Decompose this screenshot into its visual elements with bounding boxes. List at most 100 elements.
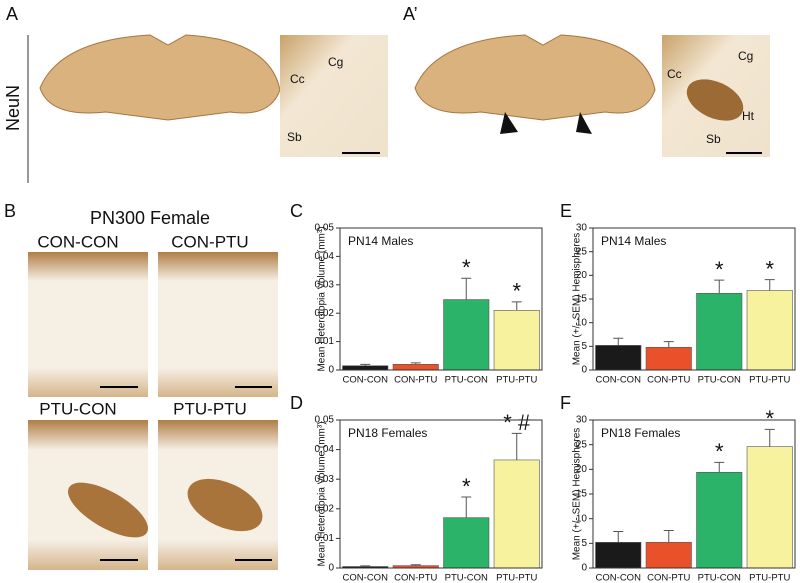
error-bar <box>410 362 421 365</box>
region-label: Cc <box>290 72 305 86</box>
y-tick-label: 0.03 <box>315 474 335 485</box>
error-bar <box>511 432 522 460</box>
significance-mark: * <box>765 256 774 281</box>
micrograph <box>158 252 278 397</box>
error-bar <box>360 363 371 366</box>
error-bar <box>613 530 624 543</box>
heterotopia <box>68 482 148 538</box>
y-tick-label: 0.04 <box>315 444 335 455</box>
x-tick-label: PTU-CON <box>445 375 488 386</box>
x-tick-label: PTU-PTU <box>496 375 537 386</box>
y-axis-label: Mean Heterotopia Volume (mm³) <box>317 421 328 566</box>
y-tick-label: 20 <box>576 464 588 475</box>
significance-mark: * <box>765 406 774 431</box>
error-bar <box>360 565 371 567</box>
bar <box>493 310 540 371</box>
bar <box>443 517 490 569</box>
error-bar <box>714 461 725 473</box>
x-tick-label: PTU-PTU <box>749 375 790 386</box>
y-tick-label: 0 <box>328 365 334 376</box>
x-tick-label: CON-CON <box>343 375 389 386</box>
panel-label: F <box>560 393 571 413</box>
y-tick-label: 0.02 <box>315 503 335 514</box>
error-bar <box>714 279 725 294</box>
y-axis-label: Mean (+/- SEM) Hemispheres <box>572 233 583 366</box>
significance-mark: * <box>512 279 521 304</box>
panel-label: B <box>4 201 16 221</box>
plot-frame <box>592 419 796 569</box>
y-tick-label: 0 <box>328 563 334 574</box>
region-label: Sb <box>706 132 721 146</box>
x-tick-label: CON-PTU <box>647 375 690 386</box>
x-tick-label: PTU-CON <box>698 375 741 386</box>
chart-title: PN14 Males <box>348 234 413 248</box>
stain-label: NeuN <box>3 85 23 131</box>
bar <box>595 345 642 371</box>
y-tick-label: 10 <box>576 317 588 328</box>
bar <box>493 459 540 569</box>
bar <box>746 446 793 569</box>
x-tick-label: PTU-PTU <box>749 573 790 583</box>
y-tick-label: 0.02 <box>315 308 335 319</box>
error-bar <box>613 337 624 346</box>
panel-label: D <box>290 393 303 413</box>
chart-title: PN18 Females <box>348 426 427 440</box>
micrograph <box>280 35 388 157</box>
x-tick-label: CON-CON <box>596 375 642 386</box>
heterotopia <box>187 478 263 532</box>
region-label: Cg <box>328 55 343 69</box>
panel-label: A <box>6 4 18 24</box>
image-label: PTU-PTU <box>173 399 247 418</box>
y-tick-label: 25 <box>576 246 588 257</box>
bar <box>746 290 793 371</box>
x-tick-label: CON-PTU <box>394 573 437 583</box>
y-tick-label: 0 <box>581 563 587 574</box>
x-tick-label: PTU-CON <box>698 573 741 583</box>
x-tick-label: CON-PTU <box>647 573 690 583</box>
bar <box>645 346 692 371</box>
bar <box>342 365 389 371</box>
heterotopia <box>686 79 744 121</box>
panel-label: E <box>560 201 572 221</box>
bar <box>696 471 743 569</box>
x-tick-label: CON-CON <box>596 573 642 583</box>
image-label: CON-PTU <box>171 232 248 251</box>
error-bar <box>764 428 775 447</box>
significance-mark: * <box>715 439 724 464</box>
error-bar <box>764 279 775 291</box>
x-tick-label: PTU-CON <box>445 573 488 583</box>
y-tick-label: 0.04 <box>315 251 335 262</box>
significance-mark: * <box>462 474 471 499</box>
x-tick-label: CON-PTU <box>394 375 437 386</box>
region-label: Cc <box>667 67 682 81</box>
y-tick-label: 15 <box>576 294 588 305</box>
y-tick-label: 0.01 <box>315 533 335 544</box>
significance-mark: * <box>715 257 724 282</box>
bar <box>696 293 743 371</box>
brain-section <box>414 34 656 121</box>
y-tick-label: 5 <box>581 538 587 549</box>
panel-label: C <box>290 201 303 221</box>
image-label: PTU-CON <box>39 399 116 418</box>
error-bar <box>461 496 472 518</box>
significance-mark: * <box>462 255 471 280</box>
y-tick-label: 0 <box>581 365 587 376</box>
y-tick-label: 15 <box>576 489 588 500</box>
y-axis-label: Mean (+/- SEM) Hemispheres <box>572 428 583 561</box>
arrowhead <box>500 112 592 134</box>
y-tick-label: 0.03 <box>315 279 335 290</box>
bar <box>645 542 692 569</box>
scale-bars <box>100 386 272 561</box>
y-tick-label: 20 <box>576 270 588 281</box>
plot-frame <box>339 419 543 569</box>
error-bar <box>663 341 674 348</box>
bar <box>443 299 490 371</box>
region-label: Cg <box>738 49 753 63</box>
panel-label: A’ <box>403 4 418 24</box>
error-bar <box>663 530 674 543</box>
y-tick-label: 25 <box>576 439 588 450</box>
significance-mark: * # <box>503 410 531 435</box>
y-tick-label: 30 <box>576 223 588 234</box>
micrograph <box>28 252 148 397</box>
